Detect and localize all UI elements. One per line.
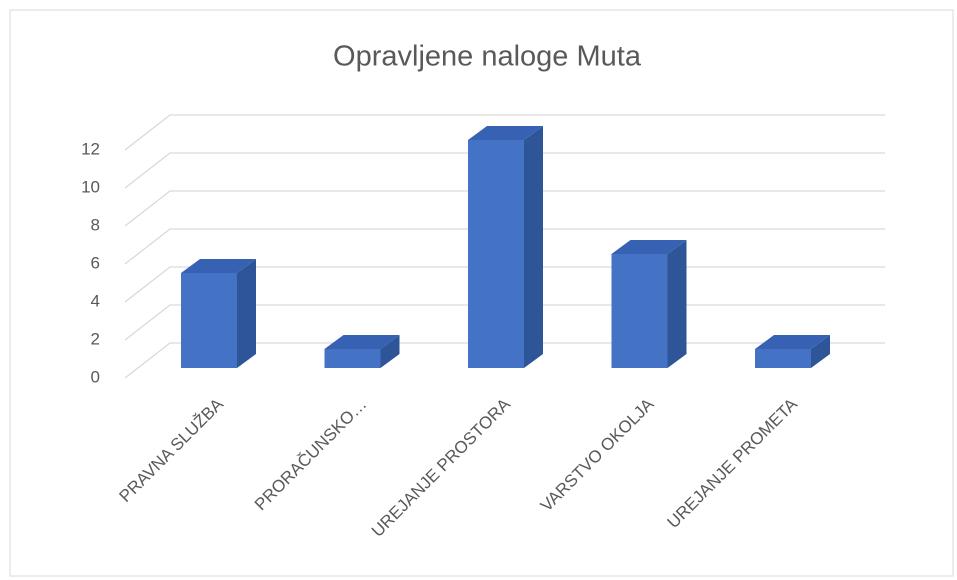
bar-side	[811, 335, 830, 368]
bar-side	[380, 335, 400, 368]
y-tick-label: 12	[81, 139, 100, 158]
bar-top	[324, 335, 400, 349]
y-tick-label: 0	[91, 367, 100, 386]
bar	[324, 349, 381, 368]
chart-title: Opravljene naloge Muta	[333, 41, 642, 73]
grid-line	[124, 228, 885, 265]
bar	[181, 273, 237, 368]
bar-side	[667, 240, 687, 368]
grid-line	[124, 190, 885, 227]
bar-side	[524, 126, 543, 368]
bar-top	[755, 335, 830, 349]
y-tick-label: 2	[91, 329, 100, 348]
y-tick-label: 8	[91, 215, 100, 234]
grid-line	[124, 152, 885, 189]
bar	[755, 349, 811, 368]
bar-side	[237, 259, 256, 368]
y-tick-label: 6	[91, 253, 100, 272]
y-tick-label: 4	[91, 291, 100, 310]
bar	[468, 140, 524, 368]
bar-top	[611, 240, 687, 254]
bar-top	[468, 126, 543, 140]
y-tick-label: 10	[81, 177, 100, 196]
bar-top	[181, 259, 256, 273]
bar	[611, 254, 668, 368]
grid-line	[124, 114, 885, 151]
